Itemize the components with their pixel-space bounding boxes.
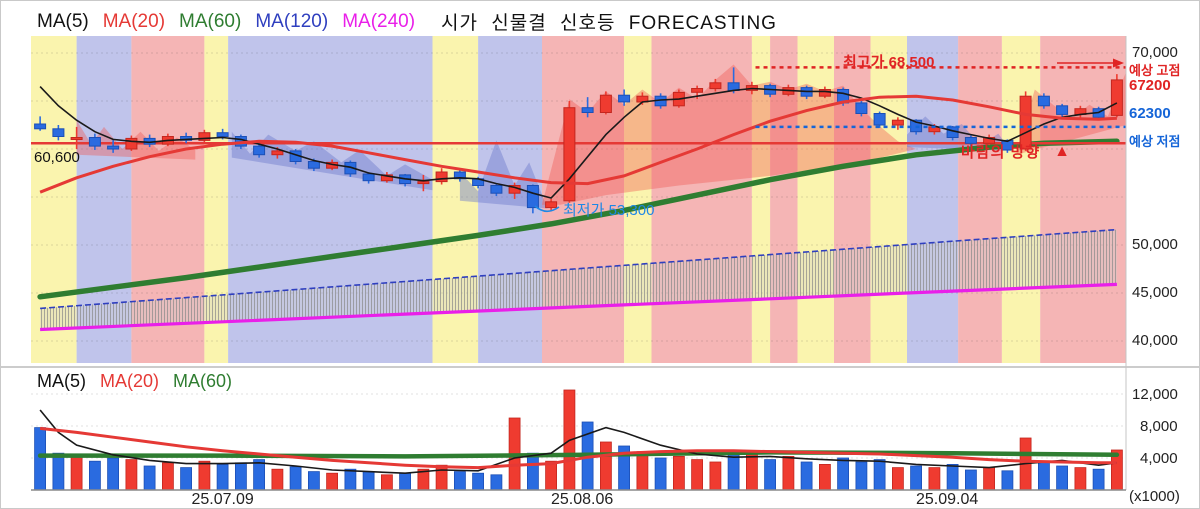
volume-tick-8000: 8,000 [1140,418,1178,435]
up-triangle-icon: ▲ [1054,142,1072,160]
forecast-arrow [1057,58,1124,68]
legend-ma240: MA(240) [342,10,416,32]
volume-tick-12000: 12,000 [1132,386,1178,403]
ma120-ma240-band [40,228,1117,332]
lowest-pointer [534,205,560,213]
volume-bars[interactable] [34,389,1123,491]
volume-chart-legend: MA(5) MA(20) MA(60) [37,371,232,392]
open-price-label: 60,600 [34,149,80,166]
date-tick-1: 25.07.09 [191,491,254,508]
volume-legend-ma60: MA(60) [173,371,233,391]
support-price-label: 62300 [1129,105,1171,122]
legend-ma20: MA(20) [102,10,166,32]
volume-legend-ma20: MA(20) [100,371,160,391]
volume-ma20-line [39,426,1117,470]
volume-unit-label: (x1000) [1129,488,1180,505]
price-tick-50000: 50,000 [1132,236,1178,253]
highest-price-annotation: 최고가 68,500 [843,54,935,71]
volume-legend-ma5: MA(5) [37,371,86,391]
expected-low-label: 예상 저점 [1129,134,1181,149]
date-tick-3: 25.09.04 [916,491,979,508]
volume-ma60-line [37,450,1120,459]
date-tick-2: 25.08.06 [551,491,614,508]
candles-layer[interactable] [34,67,1123,214]
legend-ma120: MA(120) [255,10,329,32]
close-price-label: 67200 [1129,77,1171,94]
price-tick-45000: 45,000 [1132,284,1178,301]
main-chart-legend: MA(5) MA(20) MA(60) MA(120) MA(240) 시가 신… [37,8,777,35]
volume-ma5-line [39,409,1118,475]
volume-tick-4000: 4,000 [1140,450,1178,467]
price-tick-70000: 70,000 [1132,44,1178,61]
legend-ma5: MA(5) [37,10,89,32]
legend-ma60: MA(60) [179,10,242,32]
price-tick-40000: 40,000 [1132,332,1178,349]
ma20-line [39,94,1117,194]
chart-title: 시가 신물결 신호등 FORECASTING [441,13,777,34]
expected-high-label: 예상 고점 [1129,63,1181,78]
lowest-price-annotation: 최저가 53,300 [563,202,655,219]
wind-direction-annotation: 바람의 방향 ▲ [961,141,1071,162]
wind-direction-text: 바람의 방향 [961,144,1041,161]
